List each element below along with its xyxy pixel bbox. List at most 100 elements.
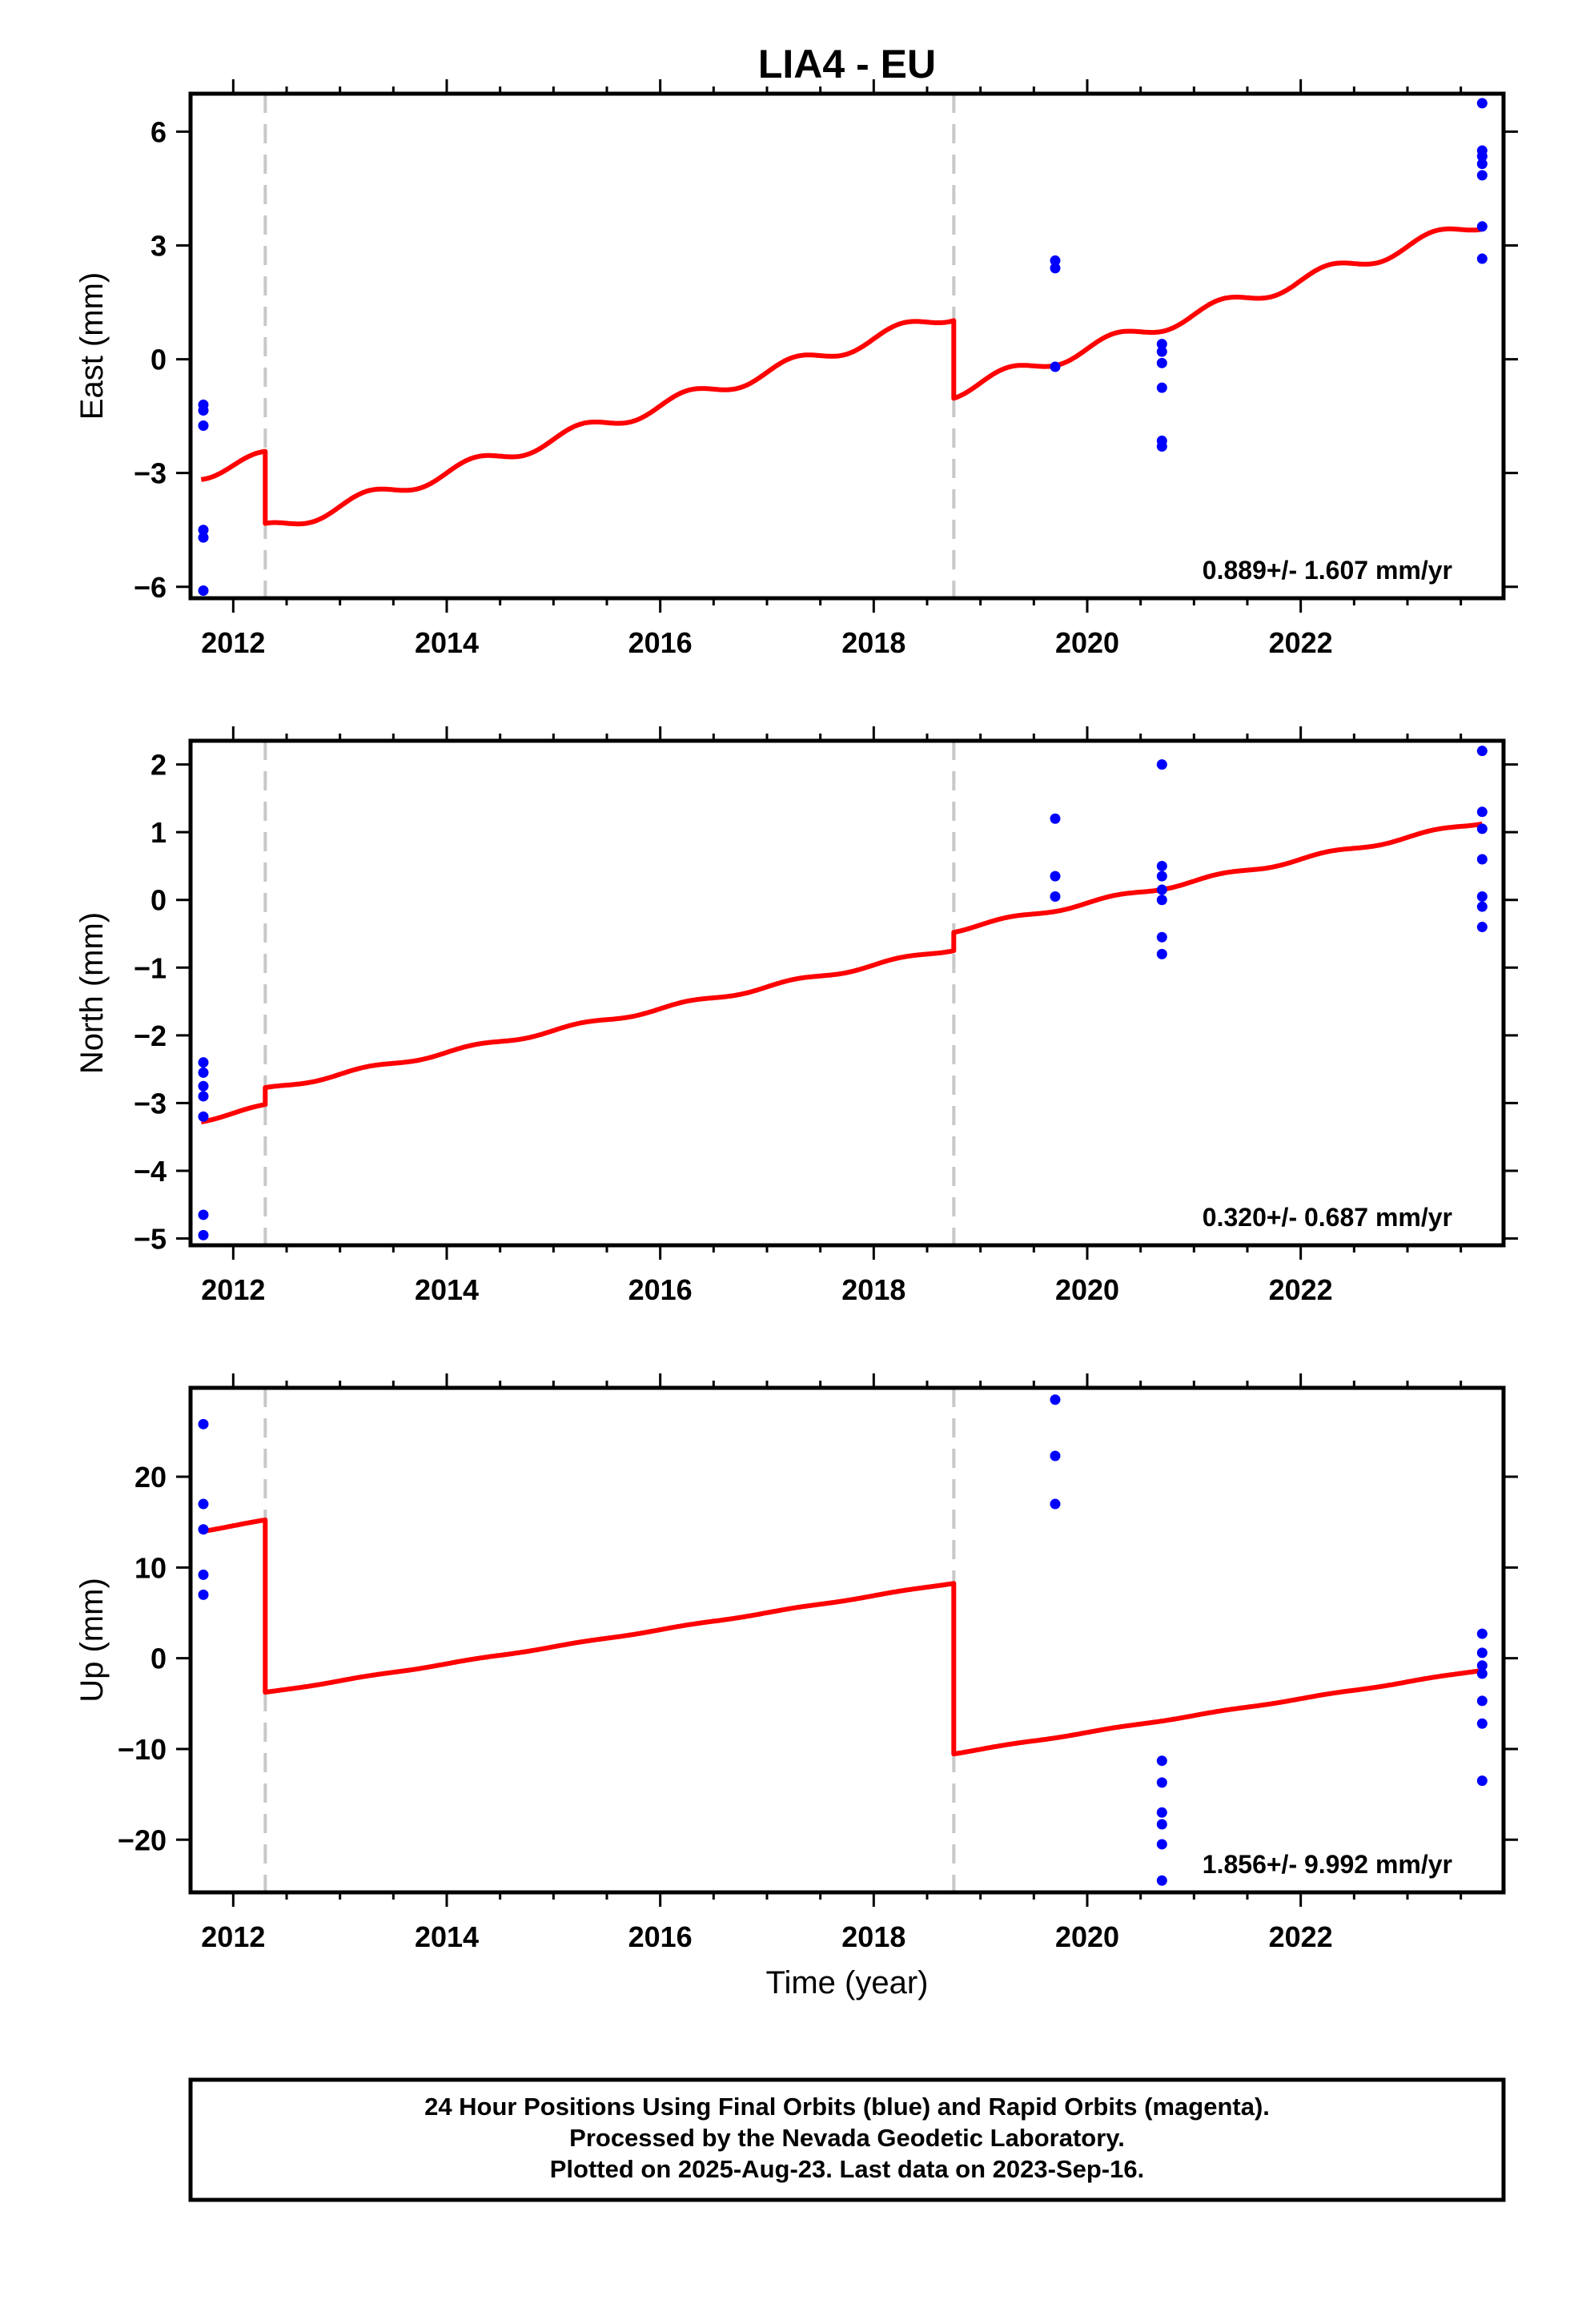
north-data-point xyxy=(1156,759,1167,770)
north-data-point xyxy=(1156,948,1167,959)
east-y-tick-label: 6 xyxy=(151,115,167,148)
east-y-tick-label: −6 xyxy=(134,571,167,604)
north-frame xyxy=(188,738,1506,1248)
up-x-tick-label: 2018 xyxy=(841,1920,905,1953)
up-x-tick-label: 2022 xyxy=(1269,1920,1333,1953)
east-data-point xyxy=(1156,339,1167,350)
up-y-axis-title: Up (mm) xyxy=(74,1578,110,1703)
north-x-tick-label: 2018 xyxy=(841,1273,905,1306)
east-data-point xyxy=(1476,170,1488,181)
east-data-point xyxy=(198,585,209,597)
north-data-point xyxy=(198,1229,209,1240)
east-rate-label: 0.889+/- 1.607 mm/yr xyxy=(1203,556,1452,585)
up-data-point xyxy=(1476,1647,1488,1659)
east-data-point xyxy=(1156,441,1167,452)
up-data-point xyxy=(198,1569,209,1580)
up-x-tick-label: 2016 xyxy=(628,1920,693,1953)
east-y-axis-title: East (mm) xyxy=(74,272,110,420)
east-x-tick-label: 2012 xyxy=(201,626,265,659)
east-data-point xyxy=(1476,151,1488,162)
east-data-point xyxy=(1050,263,1061,274)
east-data-point xyxy=(198,525,209,536)
up-y-tick-label: 0 xyxy=(151,1642,167,1675)
east-data-point xyxy=(1476,221,1488,232)
footer-line-3: Plotted on 2025-Aug-23. Last data on 202… xyxy=(550,2155,1144,2183)
north-data-point xyxy=(1476,891,1488,902)
up-data-point xyxy=(1050,1498,1061,1510)
north-data-point xyxy=(1050,870,1061,882)
up-data-point xyxy=(1156,1819,1167,1830)
up-data-point xyxy=(1156,1755,1167,1767)
north-data-point xyxy=(1156,870,1167,882)
east-data-point xyxy=(1476,253,1488,264)
north-rate-label: 0.320+/- 0.687 mm/yr xyxy=(1203,1203,1452,1232)
up-data-point xyxy=(198,1498,209,1510)
up-frame xyxy=(188,1385,1506,1895)
up-data-point xyxy=(1050,1450,1061,1462)
north-y-tick-label: 1 xyxy=(151,816,167,849)
up-data-point xyxy=(1476,1668,1488,1679)
north-data-point xyxy=(1476,922,1488,933)
east-data-point xyxy=(1050,361,1061,372)
up-data-point xyxy=(198,1589,209,1600)
east-data-point xyxy=(1476,98,1488,109)
north-y-tick-label: −4 xyxy=(134,1155,167,1188)
north-data-point xyxy=(1476,854,1488,865)
north-model-line xyxy=(200,821,1484,1124)
east-x-tick-label: 2020 xyxy=(1055,626,1119,659)
chart-title: LIA4 - EU xyxy=(758,42,936,86)
north-y-tick-label: −5 xyxy=(134,1223,167,1256)
east-data-point xyxy=(1156,357,1167,368)
north-y-axis-title: North (mm) xyxy=(74,912,110,1074)
east-x-tick-label: 2018 xyxy=(841,626,905,659)
north-data-point xyxy=(1156,884,1167,895)
up-data-point xyxy=(1050,1394,1061,1405)
north-y-tick-label: −2 xyxy=(134,1019,167,1052)
north-data-point xyxy=(1156,931,1167,943)
north-y-tick-label: −1 xyxy=(134,951,167,984)
up-data-point xyxy=(198,1418,209,1429)
east-data-point xyxy=(198,420,209,431)
east-data-point xyxy=(1050,255,1061,266)
north-data-point xyxy=(1156,895,1167,906)
north-data-point xyxy=(198,1080,209,1092)
north-y-tick-label: −3 xyxy=(134,1087,167,1120)
up-y-tick-label: 20 xyxy=(135,1461,167,1494)
east-panel: 2012 2014 2016 2018 2020 2022 6 3 0 −3 −6 East (mm)… xyxy=(74,79,1518,659)
north-data-point xyxy=(1476,746,1488,757)
east-x-tick-label: 2016 xyxy=(628,626,693,659)
east-model-line xyxy=(200,226,1484,527)
north-x-tick-label: 2022 xyxy=(1269,1273,1333,1306)
east-data-point xyxy=(1476,159,1488,170)
footer-frame xyxy=(188,2077,1506,2202)
north-panel: 2012 2014 2016 2018 2020 2022 2 1 0 −1 −2 −3 −4 −5 Nor… xyxy=(74,726,1518,1306)
up-model-line xyxy=(200,1517,1484,1757)
north-x-tick-label: 2012 xyxy=(201,1273,265,1306)
north-data-point xyxy=(198,1209,209,1220)
x-axis-title: Time (year) xyxy=(766,1965,929,2000)
up-data-point xyxy=(1476,1775,1488,1787)
north-data-point xyxy=(198,1057,209,1068)
east-data-point xyxy=(1156,382,1167,393)
east-data-point xyxy=(1156,346,1167,357)
north-x-tick-label: 2016 xyxy=(628,1273,693,1306)
up-panel: 2012 2014 2016 2018 2020 2022 20 10 0 −10 −20 Up (m… xyxy=(74,1373,1518,1953)
north-data-point xyxy=(1050,813,1061,824)
east-x-tick-label: 2022 xyxy=(1269,626,1333,659)
up-x-tick-label: 2014 xyxy=(415,1920,479,1953)
footer-line-2: Processed by the Nevada Geodetic Laborat… xyxy=(569,2124,1125,2152)
north-data-point xyxy=(1156,860,1167,871)
east-frame xyxy=(188,91,1506,601)
up-rate-label: 1.856+/- 9.992 mm/yr xyxy=(1203,1850,1452,1879)
up-data-point xyxy=(1476,1628,1488,1639)
north-data-point xyxy=(198,1091,209,1102)
up-data-point xyxy=(1156,1839,1167,1850)
east-data-point xyxy=(198,532,209,543)
up-data-point xyxy=(1156,1807,1167,1818)
up-y-tick-label: 10 xyxy=(135,1551,167,1584)
north-x-tick-label: 2014 xyxy=(415,1273,479,1306)
north-data-point xyxy=(198,1111,209,1122)
north-data-point xyxy=(1476,806,1488,818)
footer-line-1: 24 Hour Positions Using Final Orbits (bl… xyxy=(424,2093,1270,2121)
